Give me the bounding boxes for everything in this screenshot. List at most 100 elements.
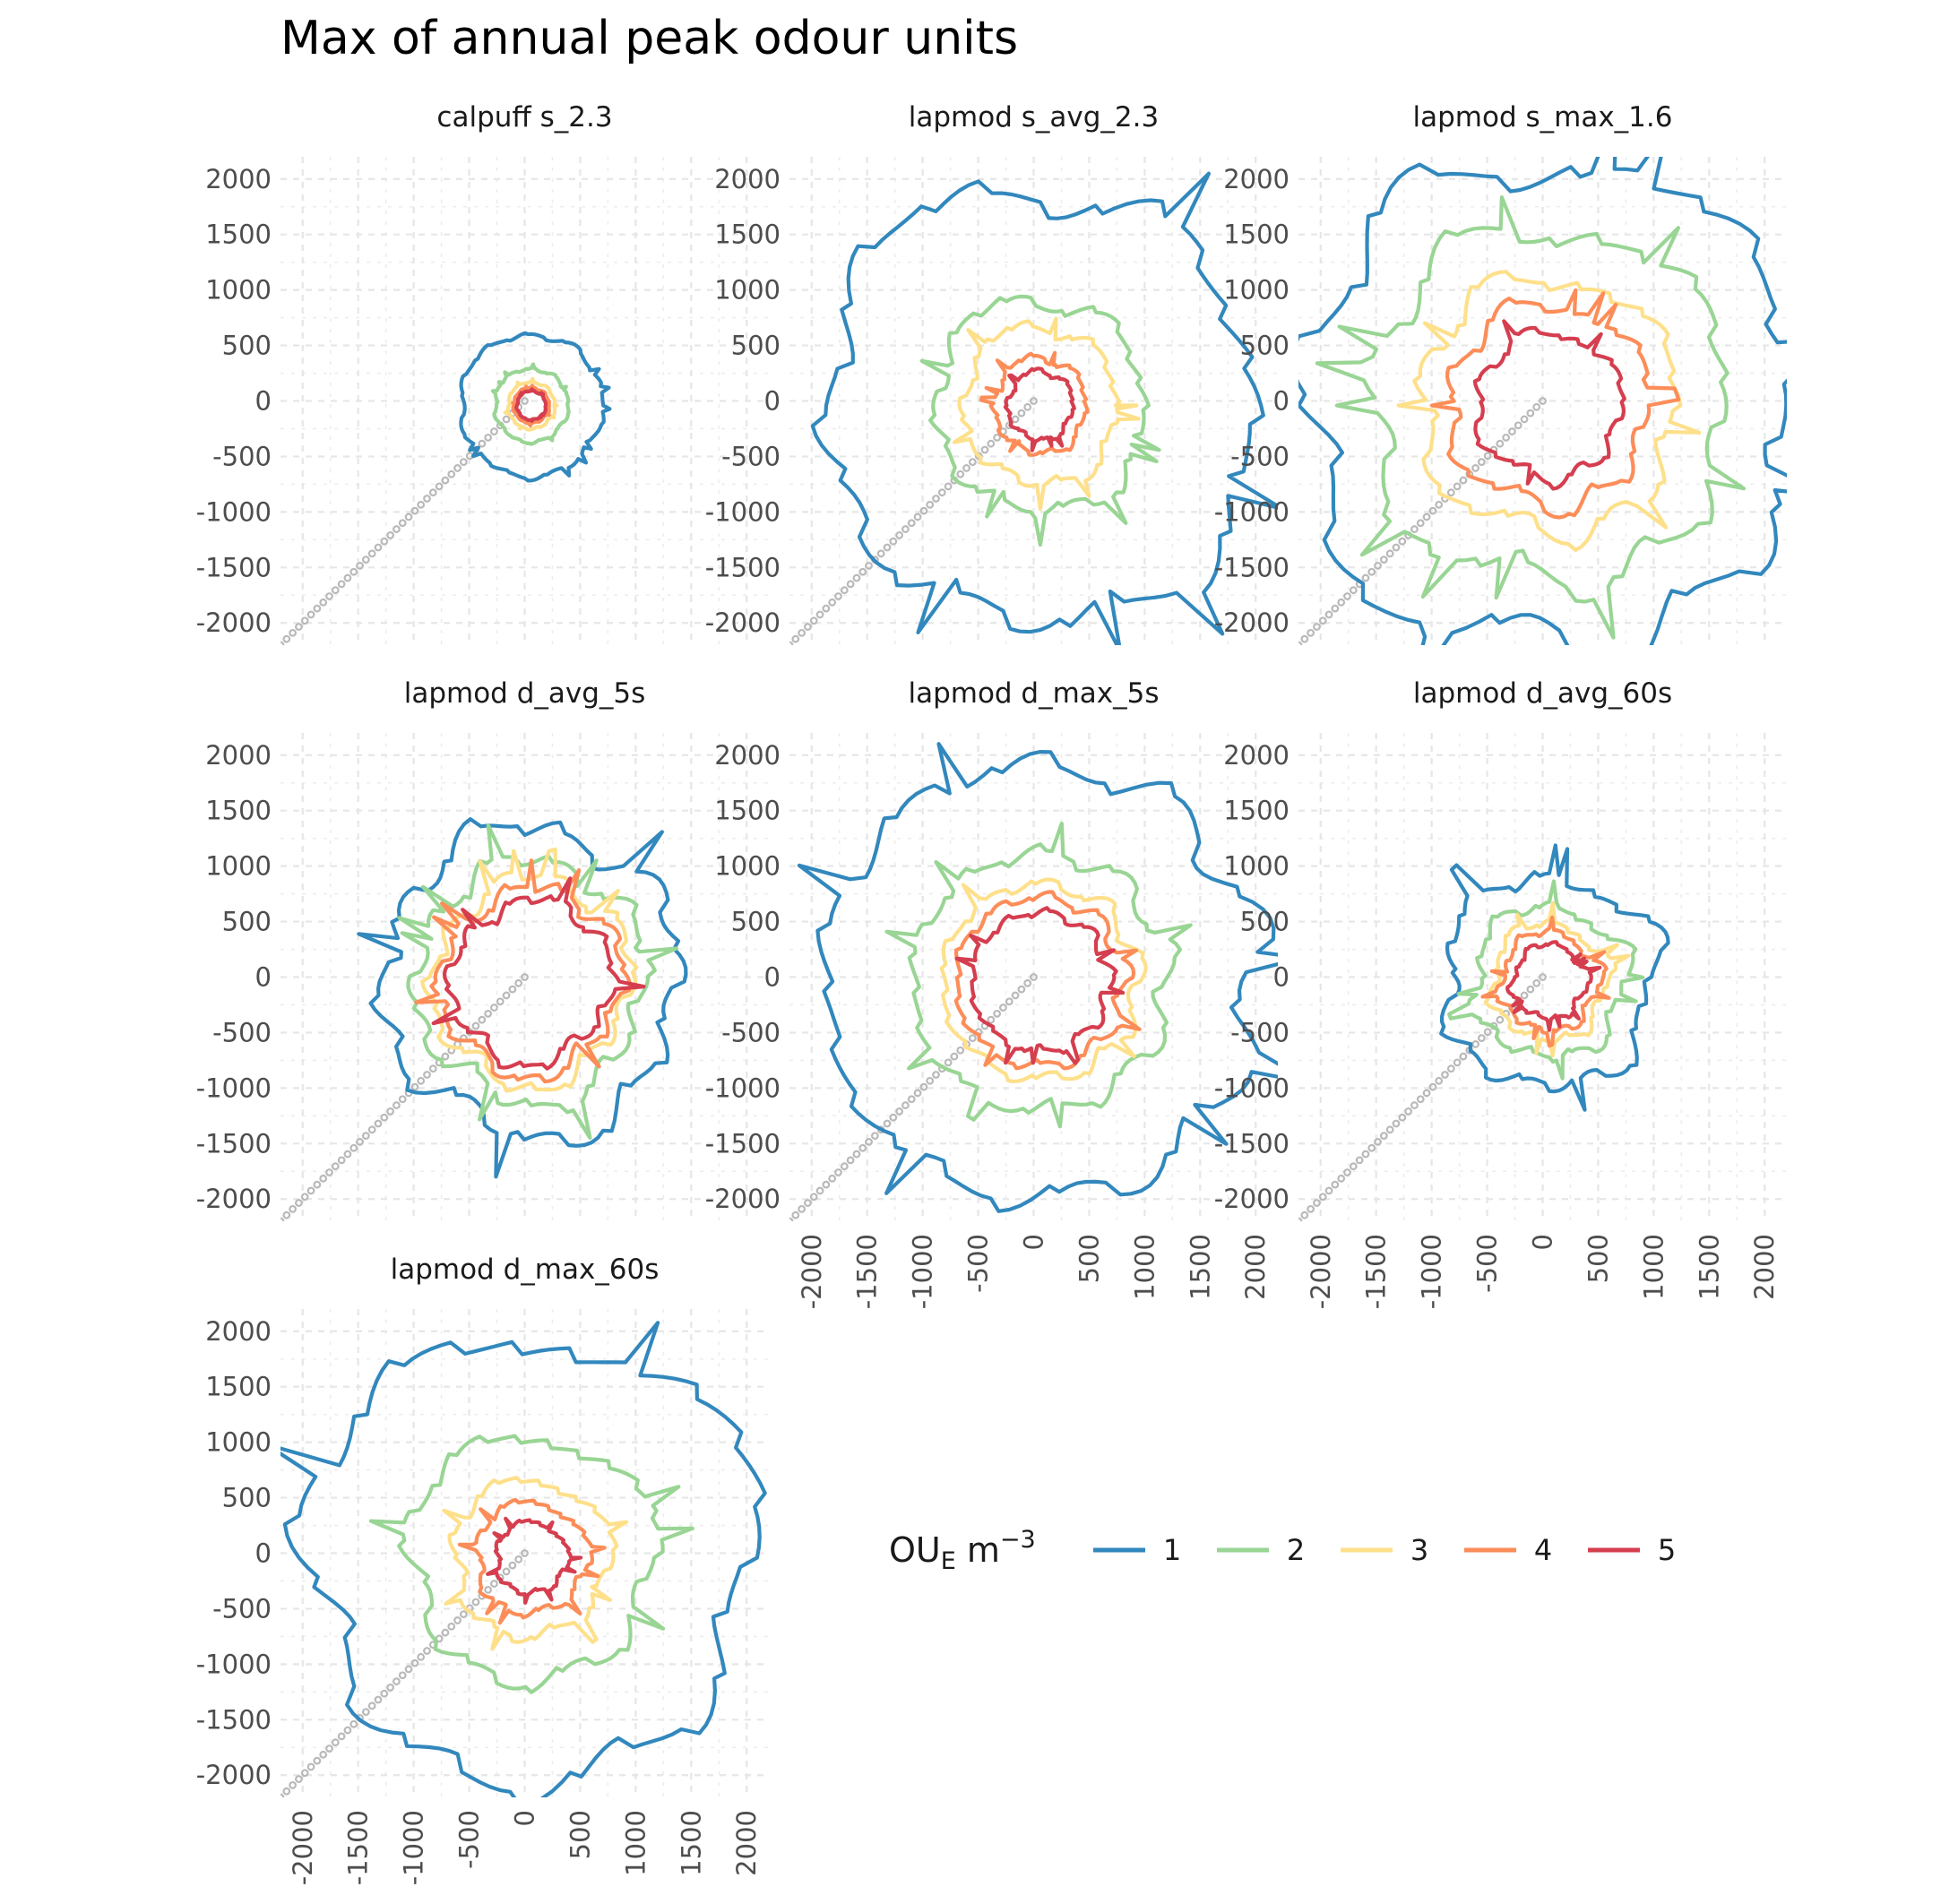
source-point bbox=[1410, 1101, 1419, 1109]
contour-line-level-2 bbox=[884, 822, 1193, 1129]
source-point bbox=[295, 623, 303, 631]
source-point bbox=[386, 1683, 395, 1692]
source-point bbox=[901, 525, 910, 533]
source-point bbox=[331, 1162, 340, 1171]
source-point bbox=[1300, 634, 1309, 643]
source-point bbox=[1324, 610, 1333, 619]
source-point bbox=[815, 610, 824, 619]
legend-key-label: 2 bbox=[1287, 1533, 1305, 1567]
y-tick-label: 1000 bbox=[1223, 275, 1290, 306]
source-track bbox=[789, 973, 1038, 1221]
source-point bbox=[361, 556, 370, 564]
source-point bbox=[852, 573, 861, 582]
panel: lapmod d_max_60s -2000 -1500 -1000 -500 0 500 1… bbox=[196, 1254, 769, 1885]
source-point bbox=[1298, 1217, 1303, 1221]
source-point bbox=[1477, 1034, 1486, 1043]
source-point bbox=[804, 1199, 812, 1207]
panel-label: lapmod d_avg_60s bbox=[1413, 677, 1672, 710]
legend-title-subscript: E bbox=[941, 1547, 956, 1575]
source-point bbox=[1459, 476, 1468, 485]
source-point bbox=[1361, 573, 1370, 582]
source-point bbox=[944, 482, 953, 491]
y-tick-label: -500 bbox=[1230, 441, 1290, 471]
source-point bbox=[1331, 604, 1340, 613]
source-point bbox=[1030, 973, 1038, 981]
contour-line-level-2 bbox=[490, 362, 571, 446]
contour-line-level-5 bbox=[1003, 366, 1076, 452]
legend-title-unit: m bbox=[956, 1530, 1000, 1570]
source-point bbox=[380, 1689, 389, 1698]
source-point bbox=[478, 1015, 487, 1024]
y-tick-label: -500 bbox=[721, 441, 781, 471]
y-tick-label: -2000 bbox=[196, 1184, 272, 1214]
y-tick-label: 500 bbox=[222, 907, 272, 937]
x-tick-label: -2000 bbox=[1306, 1234, 1336, 1309]
contour-line-level-3 bbox=[1483, 900, 1631, 1058]
contour-line-level-4 bbox=[414, 858, 633, 1084]
gridlines bbox=[280, 733, 769, 1221]
panels: calpuff s_2.3-2000-1500-1000-50005001000… bbox=[196, 101, 1787, 1885]
source-point bbox=[447, 470, 456, 478]
source-point bbox=[1435, 500, 1444, 509]
source-point bbox=[956, 470, 965, 478]
y-tick-label: -1500 bbox=[1214, 552, 1290, 582]
source-point bbox=[1483, 452, 1492, 461]
contour-line-level-1 bbox=[357, 817, 688, 1179]
x-tick-label: -1500 bbox=[852, 1234, 883, 1309]
source-point bbox=[361, 1132, 370, 1141]
source-point bbox=[828, 1174, 837, 1183]
source-point bbox=[809, 616, 818, 625]
source-point bbox=[392, 1101, 401, 1109]
source-point bbox=[1502, 433, 1511, 442]
y-tick-label: 500 bbox=[731, 907, 781, 937]
source-point bbox=[392, 525, 401, 533]
contour-line-level-1 bbox=[459, 331, 612, 483]
source-point bbox=[349, 567, 358, 576]
source-point bbox=[889, 537, 898, 546]
contour-line-level-5 bbox=[486, 1516, 583, 1605]
y-tick-label: 1000 bbox=[714, 275, 781, 306]
y-tick-label: 0 bbox=[1273, 962, 1290, 993]
source-point bbox=[901, 1101, 910, 1109]
source-point bbox=[521, 1549, 529, 1557]
source-point bbox=[490, 1004, 498, 1012]
source-point bbox=[798, 628, 806, 637]
contour-line-level-2 bbox=[397, 823, 678, 1141]
contour-line-level-1 bbox=[1298, 157, 1787, 645]
source-point bbox=[1030, 397, 1038, 405]
source-point bbox=[926, 500, 935, 509]
source-point bbox=[1496, 439, 1505, 448]
y-tick-label: 0 bbox=[764, 386, 781, 417]
x-tick-label: -1500 bbox=[1361, 1234, 1392, 1309]
y-tick-label: -500 bbox=[212, 441, 272, 471]
source-point bbox=[1446, 488, 1455, 497]
y-tick-label: -1000 bbox=[196, 1649, 272, 1679]
source-point bbox=[367, 1125, 376, 1134]
source-point bbox=[313, 604, 322, 613]
contour-line-level-2 bbox=[368, 1434, 694, 1694]
source-point bbox=[1471, 464, 1479, 472]
source-point bbox=[840, 1162, 849, 1171]
source-point bbox=[937, 488, 946, 497]
x-tick-label: -500 bbox=[1472, 1234, 1503, 1293]
source-point bbox=[1017, 985, 1026, 994]
y-tick-label: 500 bbox=[1240, 907, 1290, 937]
source-point bbox=[804, 623, 812, 631]
source-point bbox=[325, 1745, 333, 1753]
source-point bbox=[1404, 1107, 1413, 1116]
source-point bbox=[889, 1113, 898, 1122]
legend-key: 1 bbox=[1093, 1533, 1181, 1567]
source-point bbox=[417, 1076, 426, 1085]
legend-keys: 1 2 3 4 5 bbox=[1093, 1533, 1676, 1567]
source-point bbox=[280, 1217, 285, 1221]
source-point bbox=[865, 1138, 873, 1146]
x-tick-label: -1500 bbox=[343, 1810, 374, 1885]
source-point bbox=[496, 997, 505, 1006]
y-tick-label: -1500 bbox=[196, 1128, 272, 1159]
source-point bbox=[367, 549, 376, 558]
source-point bbox=[319, 1174, 328, 1183]
legend-key: 3 bbox=[1341, 1533, 1428, 1567]
source-point bbox=[791, 1210, 800, 1219]
source-point bbox=[1349, 586, 1358, 595]
x-tick-label: 1500 bbox=[1694, 1234, 1724, 1300]
